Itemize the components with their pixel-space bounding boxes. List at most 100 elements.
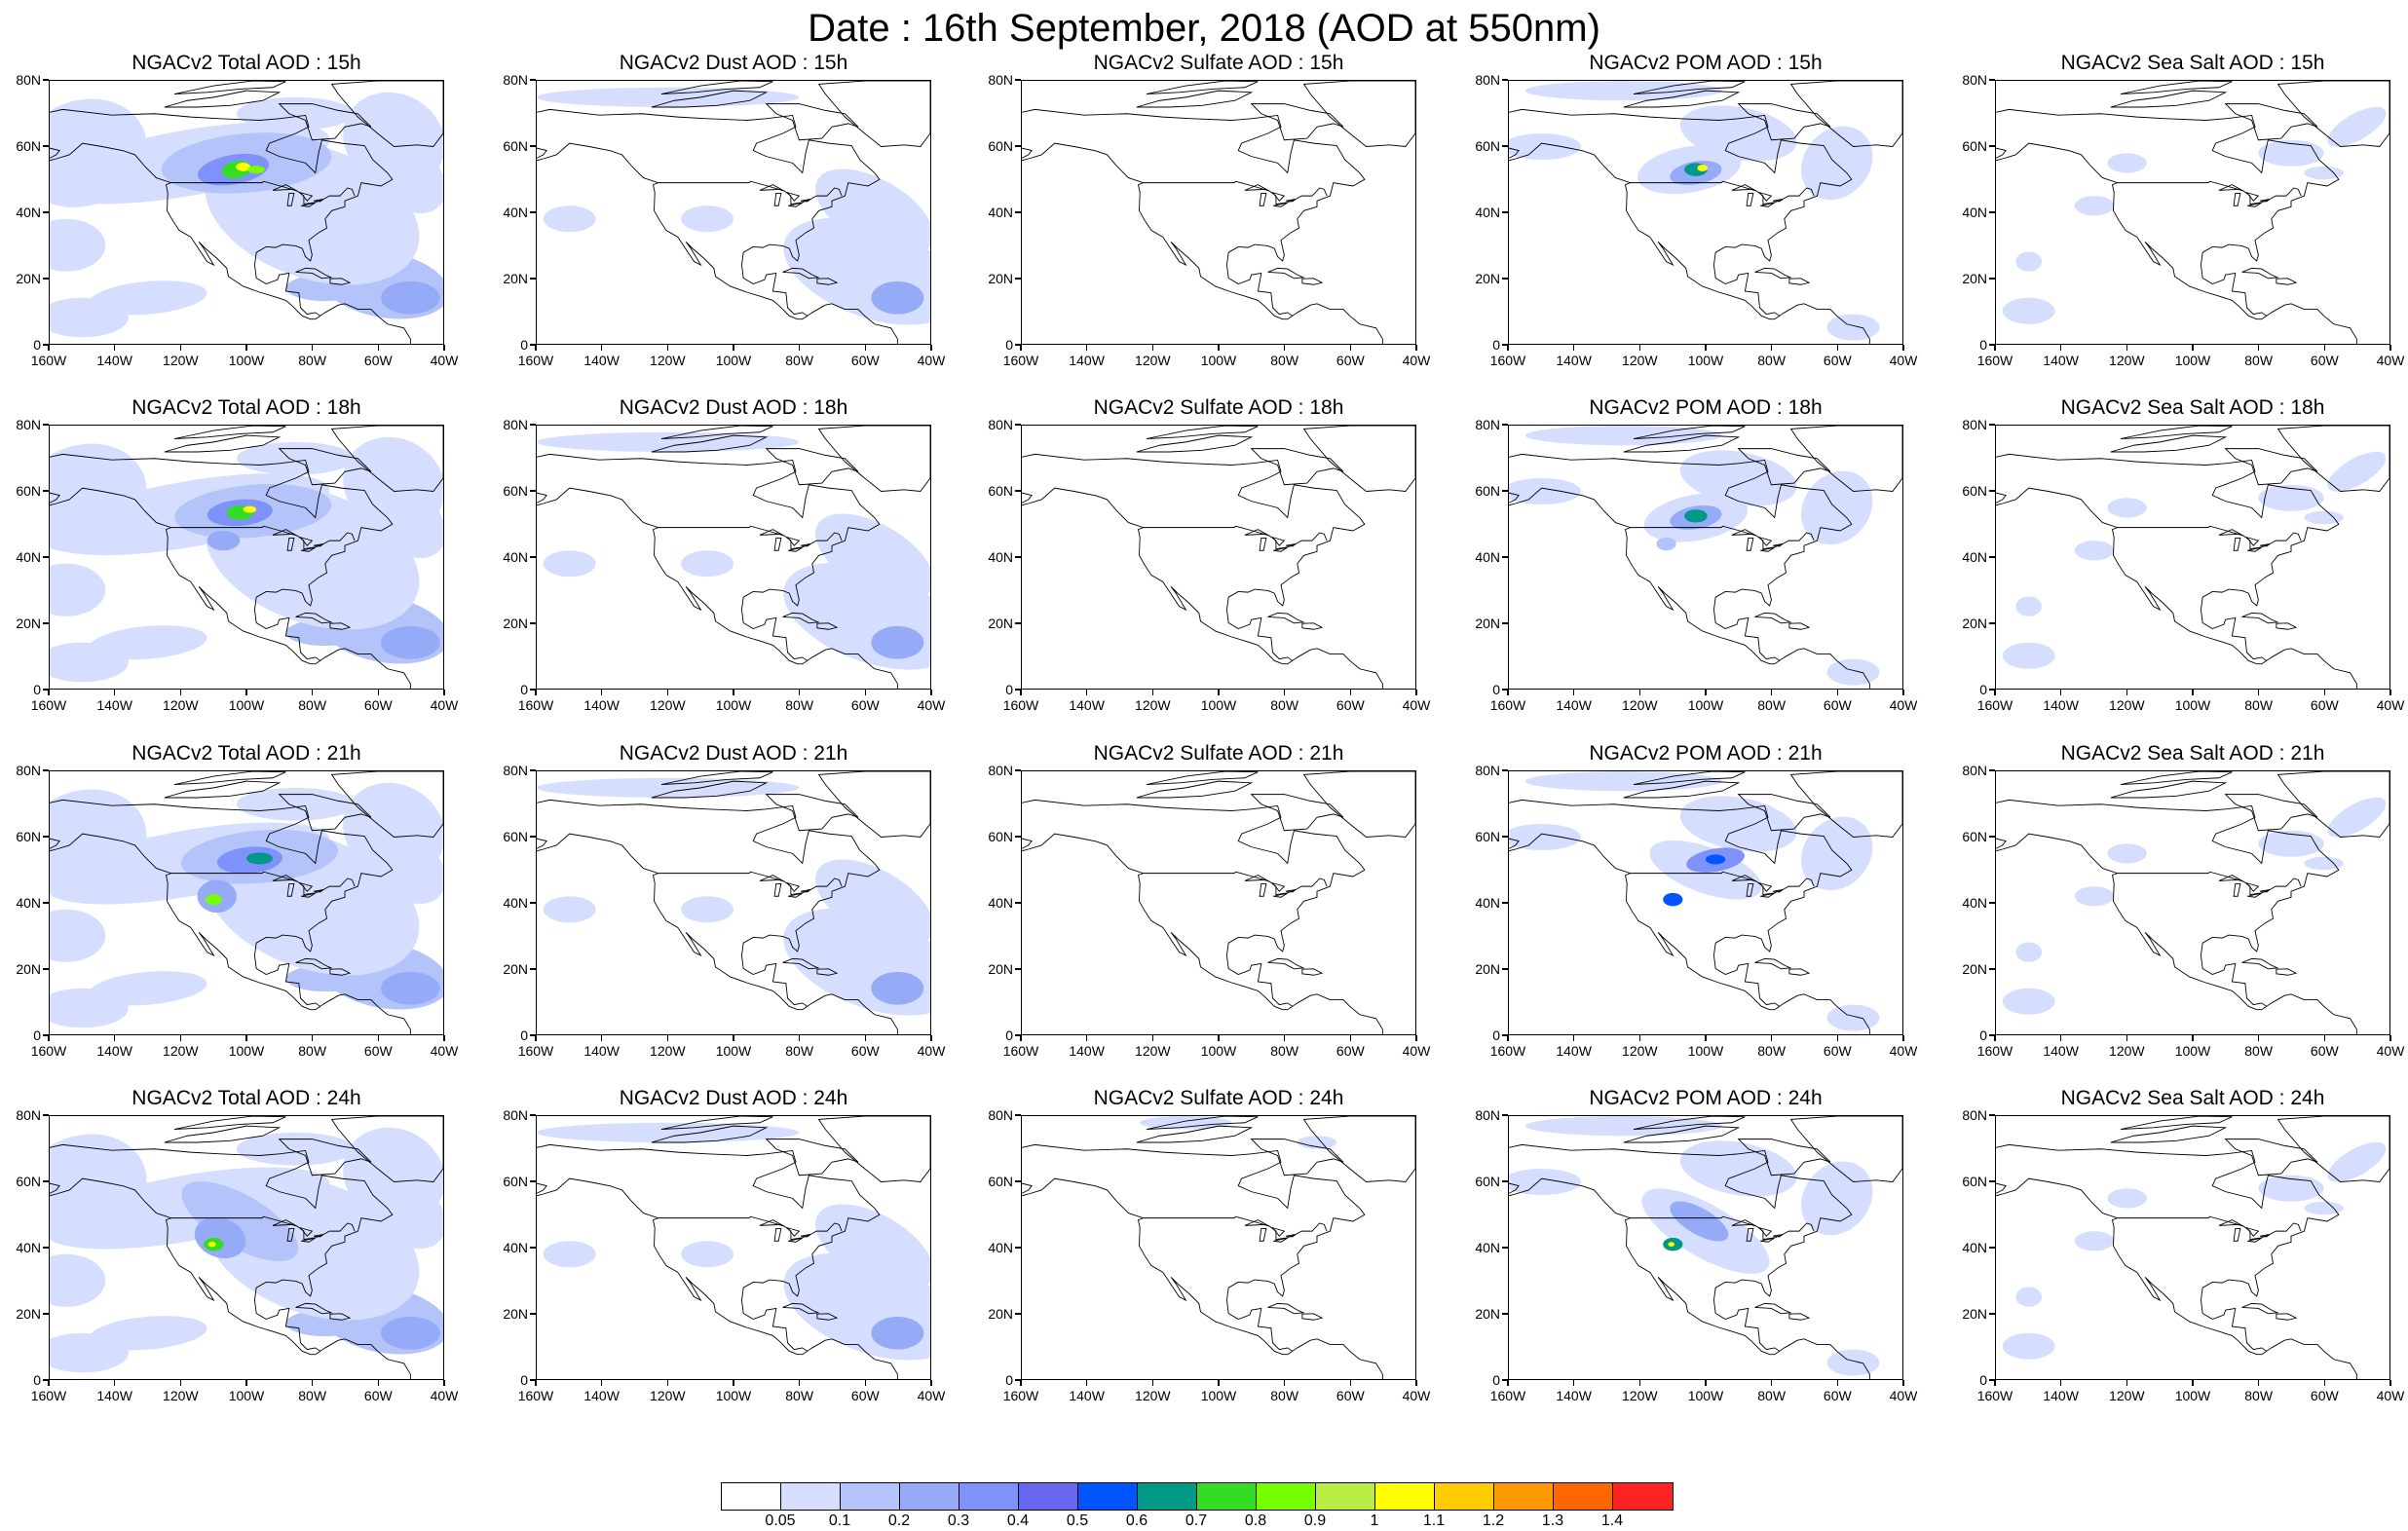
aod-shading	[50, 436, 443, 683]
aod-patch	[2258, 1175, 2324, 1202]
aod-patch	[246, 852, 273, 865]
longitude-tick-mark	[1218, 1035, 1220, 1041]
longitude-tick-mark	[1572, 345, 1575, 351]
colorbar-label: 0.5	[1066, 1512, 1089, 1529]
map-plot-area	[1508, 1115, 1903, 1380]
longitude-tick-label: 140W	[96, 1388, 132, 1403]
longitude-tick-mark	[666, 345, 669, 351]
latitude-tick-mark	[530, 1313, 536, 1315]
coastline-arctic-islands	[2120, 426, 2233, 439]
latitude-tick-mark	[1502, 79, 1508, 81]
longitude-tick-label: 80W	[785, 1388, 814, 1403]
latitude-tick-mark	[1502, 622, 1508, 624]
latitude-tick-mark	[530, 968, 536, 970]
latitude-tick-mark	[1015, 79, 1021, 81]
longitude-tick-mark	[2323, 345, 2326, 351]
great-lake	[786, 1226, 801, 1237]
latitude-tick-label: 0	[1005, 682, 1013, 697]
coastline-baffin-island	[765, 1139, 859, 1176]
latitude-tick-mark	[1989, 424, 1995, 426]
latitude-tick-label: 0	[1492, 1027, 1500, 1043]
longitude-tick-mark	[48, 345, 50, 351]
great-lake	[1271, 191, 1286, 202]
latitude-tick-mark	[1502, 968, 1508, 970]
latitude-tick-label: 40N	[1475, 205, 1500, 220]
great-lake	[2247, 1237, 2262, 1243]
longitude-tick-mark	[245, 690, 247, 695]
longitude-tick-label: 40W	[2376, 1388, 2405, 1403]
great-lake	[1244, 529, 1270, 537]
coastline-greenland	[330, 1116, 443, 1182]
aod-patch	[871, 1316, 924, 1350]
coastline-hispaniola	[329, 622, 352, 630]
latitude-tick-label: 20N	[16, 616, 41, 631]
latitude-tick-label: 80N	[16, 72, 41, 88]
colorbar-label: 0.1	[828, 1512, 851, 1529]
map-panel-total-2: NGACv2 Total AOD : 21h 80N 60N 40N 20N 0 160W 1…	[2, 741, 489, 1072]
coastline-arctic-islands	[660, 426, 773, 439]
map-svg	[537, 426, 930, 689]
longitude-tick-mark	[1638, 345, 1641, 351]
longitude-tick-mark	[733, 1380, 734, 1386]
aod-patch	[2327, 1141, 2387, 1182]
latitude-tick-mark	[1989, 344, 1995, 346]
longitude-tick-label: 100W	[715, 697, 752, 713]
colorbar-label: 1	[1370, 1512, 1379, 1529]
us-canada-border	[658, 180, 843, 205]
longitude-tick-label: 160W	[1002, 1388, 1039, 1403]
aod-patch	[343, 782, 443, 878]
coastline-south-america	[2266, 1338, 2357, 1379]
latitude-tick-mark	[1015, 769, 1021, 771]
longitude-tick-label: 120W	[1135, 697, 1171, 713]
longitude-tick-mark	[2257, 345, 2260, 351]
longitude-tick-mark	[311, 345, 314, 351]
longitude-tick-mark	[2059, 1035, 2062, 1041]
longitude-tick-mark	[179, 1380, 182, 1386]
longitude-tick-mark	[1020, 690, 1022, 695]
latitude-tick-label: 0	[520, 1372, 528, 1388]
longitude-tick-mark	[1283, 1380, 1286, 1386]
great-lake	[800, 199, 811, 203]
longitude-tick-mark	[179, 345, 182, 351]
coastline-south-america	[1779, 303, 1870, 344]
longitude-tick-mark	[864, 1380, 867, 1386]
aod-patch	[681, 1241, 734, 1268]
longitude-tick-mark	[666, 1380, 669, 1386]
us-canada-border	[1143, 871, 1328, 896]
longitude-tick-label: 80W	[1270, 353, 1299, 368]
coastline-greenland	[2276, 1116, 2389, 1182]
coastline-arctic-islands	[660, 81, 773, 94]
aod-patch	[2002, 988, 2055, 1015]
great-lake	[1285, 889, 1297, 893]
longitude-tick-mark	[600, 1380, 603, 1386]
great-lake	[1758, 191, 1773, 202]
coastline-cuba	[2241, 612, 2279, 624]
coastline-baffin-island	[765, 794, 859, 832]
coastline-hispaniola	[816, 1313, 839, 1321]
coastline-greenland	[330, 81, 443, 147]
latitude-tick-mark	[1502, 278, 1508, 280]
coastline-hispaniola	[1301, 278, 1324, 285]
us-canada-border	[658, 525, 843, 550]
longitude-tick-mark	[1415, 1380, 1417, 1386]
coastline-arctic-islands	[164, 90, 282, 108]
colorbar-swatch	[1435, 1483, 1494, 1510]
coastline-arctic-islands	[164, 434, 282, 453]
great-lake	[1244, 875, 1270, 882]
great-lake	[786, 881, 801, 892]
us-canada-border	[2117, 871, 2302, 896]
map-panel-pom-1: NGACv2 POM AOD : 18h 80N 60N 40N 20N 0 160W 140…	[1461, 395, 1948, 727]
aod-patch	[2074, 541, 2115, 561]
latitude-tick-mark	[43, 902, 49, 904]
us-canada-border	[658, 1215, 843, 1241]
latitude-tick-label: 20N	[503, 616, 528, 631]
longitude-tick-mark	[1020, 345, 1022, 351]
panel-title: NGACv2 Dust AOD : 18h	[619, 396, 848, 419]
great-lake	[313, 889, 324, 893]
longitude-tick-mark	[1507, 345, 1509, 351]
coastline-arctic-islands	[1136, 780, 1254, 799]
longitude-tick-mark	[1836, 690, 1839, 695]
coastline-cuba	[2241, 1302, 2279, 1315]
coastline-greenland	[1789, 771, 1902, 838]
map-svg	[1996, 426, 2389, 689]
